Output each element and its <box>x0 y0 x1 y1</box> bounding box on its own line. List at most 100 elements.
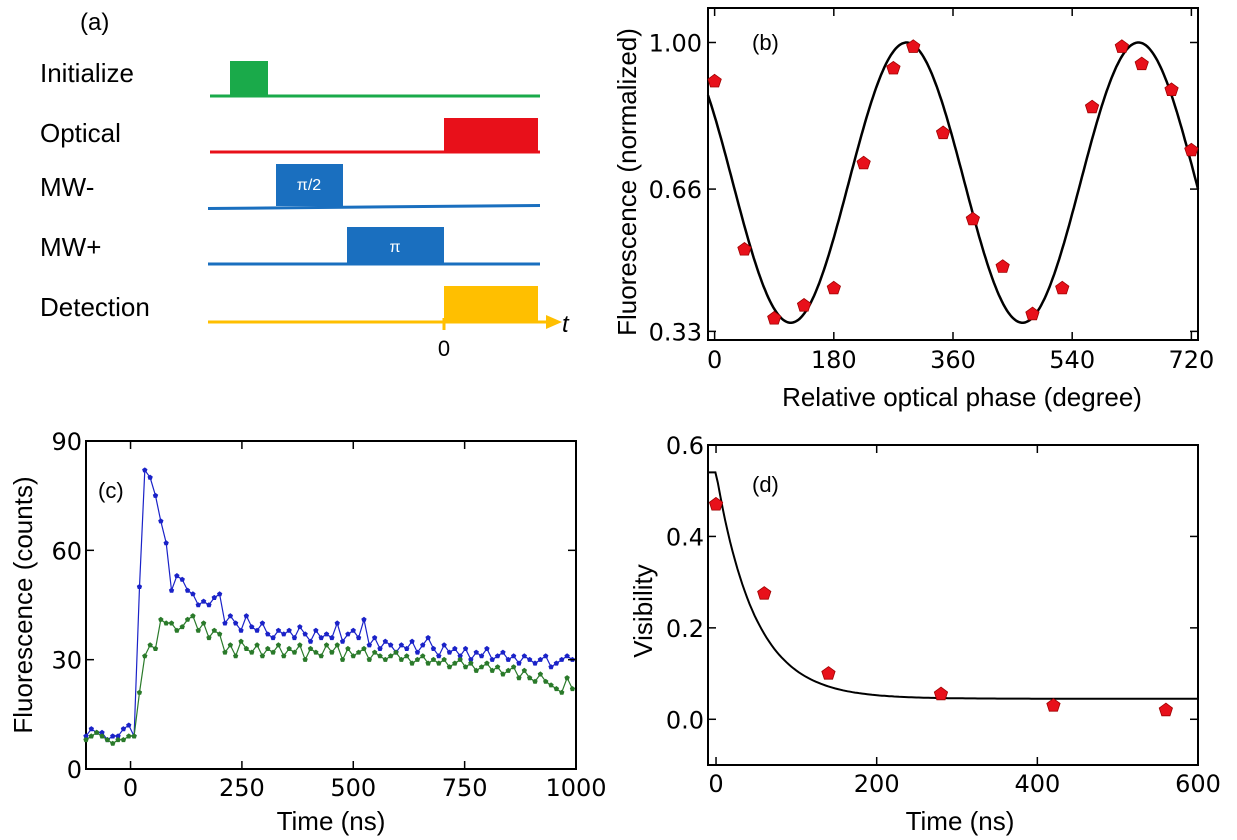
panel-c-series-point-1 <box>238 638 244 644</box>
row-label-mw-plus: MW+ <box>40 232 101 262</box>
panel-c-series-point-0 <box>366 642 372 648</box>
panel-c-series-point-1 <box>179 624 185 630</box>
panel-c-series-point-0 <box>484 645 490 651</box>
panel-c-series-point-1 <box>115 737 121 743</box>
panel-c-series-point-0 <box>462 645 469 651</box>
panel-c-series-point-0 <box>211 594 217 600</box>
panel-a-pulse-sequence: (a) Initialize Optical MW- π/2 MW+ π Det… <box>40 9 570 361</box>
panel-c-series-point-1 <box>94 729 100 735</box>
panel-c-series-point-1 <box>190 613 196 619</box>
panel-c-series-point-1 <box>527 675 533 681</box>
panel-c-series-point-0 <box>158 518 164 524</box>
panel-c-xtick: 250 <box>219 774 265 802</box>
panel-c-series-point-1 <box>227 642 233 648</box>
panel-b-data-point <box>995 259 1010 273</box>
panel-c-series-point-1 <box>158 616 164 622</box>
panel-c-series-point-0 <box>478 653 485 659</box>
panel-c-series-point-1 <box>521 667 527 673</box>
panel-b-data-point <box>767 310 782 325</box>
panel-c-series-point-1 <box>323 642 330 648</box>
panel-b-chart: (b) 0 180 360 540 720 0.33 0.66 1.00 Rel… <box>612 7 1214 412</box>
panel-c-series-point-1 <box>404 653 410 659</box>
panel-c-series-point-0 <box>286 627 292 633</box>
panel-c-series-point-1 <box>511 664 517 670</box>
panel-d-fit-curve <box>708 471 1198 700</box>
panel-c-series-point-0 <box>83 733 89 739</box>
panel-c-ytick: 0 <box>67 756 82 784</box>
panel-c-series-point-0 <box>564 653 570 659</box>
panel-c-series-point-1 <box>217 631 223 637</box>
panel-c-series-point-1 <box>462 664 469 670</box>
panel-c-series-point-0 <box>206 602 212 608</box>
panel-b-data-point <box>935 125 951 140</box>
panel-c-series-point-1 <box>436 660 442 666</box>
panel-c-series-point-0 <box>222 620 228 626</box>
panel-c-series-point-1 <box>553 686 560 692</box>
panel-c-series-point-0 <box>500 649 506 655</box>
panel-d-xlabel: Time (ns) <box>906 806 1015 836</box>
panel-c-series-point-0 <box>281 631 287 637</box>
panel-c-series-point-1 <box>233 653 239 659</box>
panel-c-series-point-1 <box>356 649 362 655</box>
panel-c-series-point-0 <box>521 653 527 659</box>
row-label-detection: Detection <box>40 292 150 322</box>
panel-d-ytick: 0.6 <box>666 432 704 460</box>
panel-b-data-point <box>1055 280 1070 295</box>
panel-c-series-point-0 <box>195 602 201 608</box>
time-axis-label: t <box>562 311 570 338</box>
panel-b-xtick: 360 <box>930 346 976 374</box>
panel-c-series-point-0 <box>404 645 410 651</box>
panel-d-x-ticks: 0 200 400 600 <box>708 770 1221 798</box>
panel-c-series-point-0 <box>377 645 383 651</box>
panel-c-series-point-1 <box>339 656 346 662</box>
panel-b-data-point <box>906 39 921 53</box>
panel-c-series-point-1 <box>409 660 415 666</box>
panel-c-series-point-0 <box>163 540 169 546</box>
panel-b-xtick: 540 <box>1049 346 1095 374</box>
time-zero-label: 0 <box>438 336 450 361</box>
initialize-pulse <box>230 61 268 96</box>
panel-c-series-point-0 <box>126 722 132 728</box>
panel-c-series-point-0 <box>553 660 560 666</box>
panel-c-series-point-0 <box>494 653 501 659</box>
panel-c-series-point-1 <box>345 645 351 651</box>
panel-c-series-point-1 <box>366 656 372 662</box>
panel-c-series-point-1 <box>222 649 228 655</box>
panel-c-series-point-0 <box>361 616 367 622</box>
panel-c-series-point-1 <box>382 656 388 662</box>
panel-b-data-point <box>965 211 980 226</box>
panel-c-series-point-0 <box>537 656 543 662</box>
panel-c-series-point-1 <box>275 642 282 648</box>
panel-b-data-point <box>1134 56 1149 71</box>
panel-b-fit-curve <box>706 41 1200 324</box>
panel-c-series-point-0 <box>468 656 474 662</box>
panel-c-series-point-1 <box>281 653 287 659</box>
panel-c-series-point-1 <box>163 620 169 626</box>
panel-c-series-point-0 <box>345 631 351 637</box>
panel-c-series-point-0 <box>457 653 463 659</box>
panel-c-series-point-0 <box>372 635 378 641</box>
panel-c-series-point-1 <box>254 642 260 648</box>
panel-d-data-point <box>821 666 836 680</box>
panel-c-series-point-1 <box>318 653 324 659</box>
panel-c-series-point-1 <box>168 620 175 626</box>
panel-d-ytick: 0.4 <box>666 523 704 551</box>
panel-b-data-point <box>826 280 841 295</box>
panel-c-series-point-1 <box>548 682 554 688</box>
time-arrow-head <box>546 315 562 329</box>
panel-c-series-point-0 <box>356 635 362 641</box>
panel-c-series-point-1 <box>398 656 404 662</box>
panel-c-series-point-0 <box>473 649 479 655</box>
panel-c-series-point-0 <box>120 726 127 732</box>
panel-d-ytick: 0.2 <box>666 615 704 643</box>
panel-c-series-point-1 <box>505 667 511 673</box>
panel-c-series-point-0 <box>168 587 175 593</box>
panel-b-y-ticks: 0.33 0.66 1.00 <box>649 29 702 346</box>
panel-c-series-point-1 <box>388 653 394 659</box>
panel-c-series-point-0 <box>414 649 421 655</box>
panel-c-series-point-0 <box>398 642 404 648</box>
panel-c-series-point-1 <box>174 627 180 633</box>
panel-c-series-point-1 <box>478 664 485 670</box>
panel-c-label: (c) <box>98 478 124 503</box>
